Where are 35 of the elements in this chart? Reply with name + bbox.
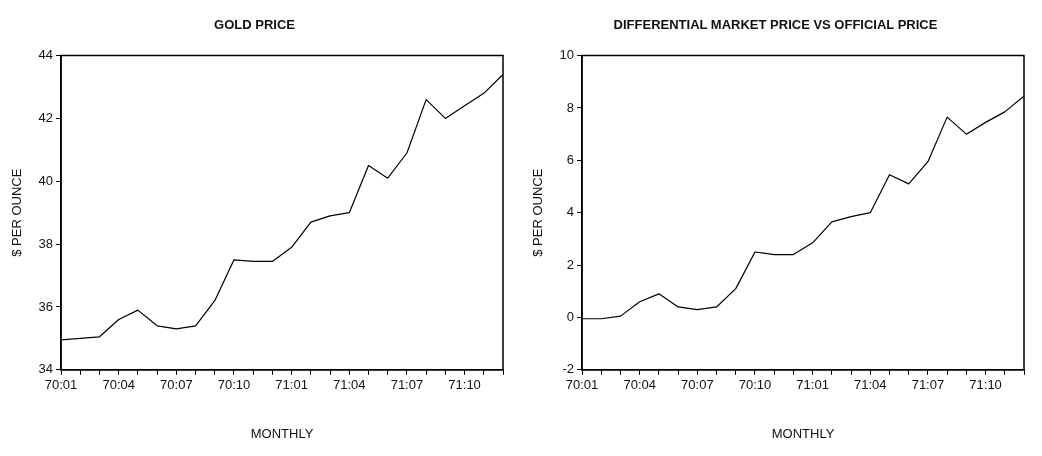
y-tick-label: 38	[38, 235, 54, 251]
y-tick-label: 44	[38, 47, 54, 63]
x-tick-label: 71:10	[969, 377, 1002, 393]
x-tick-label: 71:07	[390, 377, 424, 393]
chart-title: DIFFERENTIAL MARKET PRICE VS OFFICIAL PRICE	[613, 17, 938, 33]
y-tick-label: 34	[38, 361, 54, 377]
x-tick-label: 71:04	[333, 377, 366, 393]
x-tick-label: 70:10	[217, 377, 251, 393]
y-tick-label: 2	[566, 256, 575, 272]
y-tick-label: 10	[559, 47, 575, 63]
chart-title: GOLD PRICE	[214, 17, 296, 33]
x-tick-label: 70:01	[44, 377, 78, 393]
x-tick-label: 70:04	[102, 377, 135, 393]
x-tick-label: 70:01	[565, 377, 599, 393]
x-axis-title: MONTHLY	[250, 425, 314, 441]
x-tick-label: 71:04	[854, 377, 887, 393]
x-axis-title: MONTHLY	[771, 425, 835, 441]
x-tick-label: 71:07	[911, 377, 945, 393]
y-tick-label: 36	[38, 298, 54, 314]
x-tick-label: 71:10	[448, 377, 481, 393]
y-axis-title: $ PER OUNCE	[530, 168, 546, 257]
x-tick-label: 71:01	[796, 377, 829, 393]
y-tick-label: 8	[566, 99, 575, 115]
y-tick-label: 4	[566, 204, 575, 220]
y-tick-label: -2	[562, 361, 575, 377]
x-tick-label: 71:01	[275, 377, 308, 393]
y-axis-title: $ PER OUNCE	[9, 168, 25, 257]
x-tick-label: 70:07	[681, 377, 714, 393]
y-tick-label: 6	[566, 151, 575, 167]
x-tick-label: 70:10	[738, 377, 772, 393]
x-tick-label: 70:04	[623, 377, 656, 393]
y-tick-label: 42	[38, 110, 54, 126]
y-tick-label: 0	[566, 309, 575, 325]
y-tick-label: 40	[38, 172, 54, 188]
x-tick-label: 70:07	[160, 377, 193, 393]
